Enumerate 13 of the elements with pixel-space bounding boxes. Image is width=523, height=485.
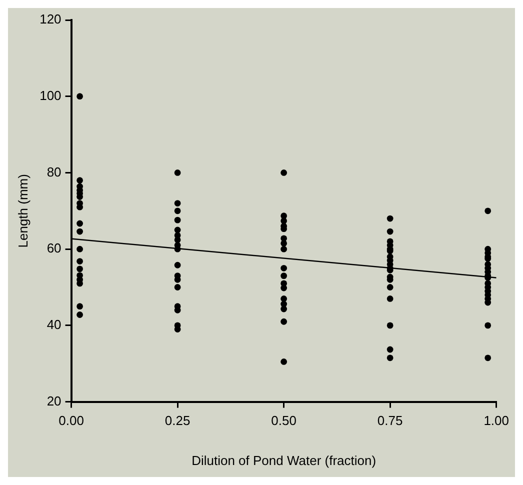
y-tick-label: 60 [46, 240, 62, 256]
x-tick-label: 0.50 [271, 413, 296, 428]
y-tick-label: 100 [40, 88, 62, 103]
x-tick-label: 0.25 [164, 413, 190, 428]
y-tick-label: 40 [46, 317, 62, 332]
x-tick-label: 1.00 [484, 413, 510, 428]
y-tick-label: 80 [46, 164, 62, 180]
x-tick-label: 0.75 [377, 413, 403, 428]
x-axis-title: Dilution of Pond Water (fraction) [192, 452, 376, 468]
x-tick-label: 0.00 [58, 413, 84, 428]
y-tick-label: 20 [46, 393, 62, 408]
y-axis-title: Length (mm) [15, 174, 30, 248]
y-tick-label: 120 [40, 12, 62, 27]
